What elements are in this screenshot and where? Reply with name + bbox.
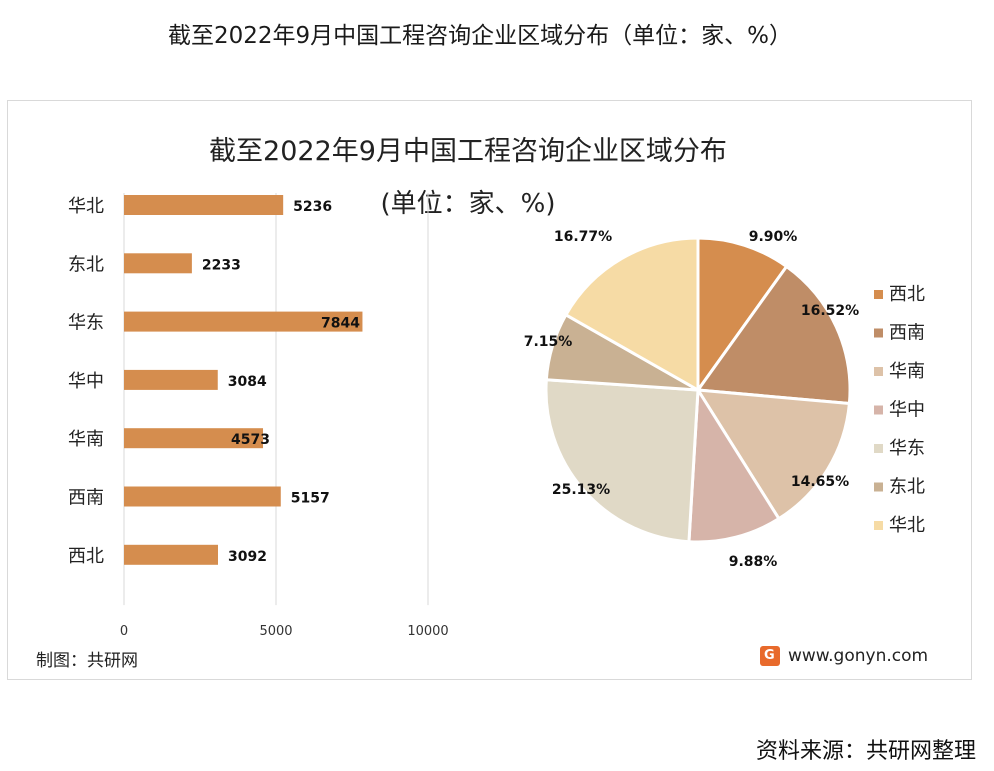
x-tick-label: 5000 [259,624,292,639]
data-label: 5236 [293,199,332,215]
category-label: 华南 [68,429,104,450]
pie-slice-label: 25.13% [552,482,610,498]
page-title: 截至2022年9月中国工程咨询企业区域分布（单位：家、%） [167,23,793,49]
pie-slice-label: 7.15% [524,334,573,350]
bar [124,544,218,565]
legend-swatch [874,328,883,338]
category-label: 西南 [68,488,104,509]
bar [124,428,264,449]
legend-label: 华中 [889,400,925,421]
category-label: 西北 [68,546,104,567]
category-label: 华东 [68,313,104,334]
gonyn-logo-icon [760,646,780,666]
legend-swatch [874,521,883,530]
legend-label: 华东 [889,438,925,459]
data-label: 2233 [202,257,241,273]
pie-slice-label: 9.90% [749,229,798,245]
category-label: 华北 [68,196,104,217]
legend-swatch [874,367,883,376]
chart-plot-area: 0 5000 10000 华北 5236 东北 2233 华东 7844 华中 3084 华南 4573… [68,193,925,639]
legend-swatch [874,444,883,453]
bar [124,486,281,507]
data-label: 3084 [228,374,267,390]
data-label: 4573 [231,432,270,448]
data-label: 3092 [228,549,267,565]
category-label: 东北 [68,254,104,275]
chart-title: 截至2022年9月中国工程咨询企业区域分布 [209,136,727,167]
pie-slice-label: 14.65% [791,474,849,490]
legend-label: 西北 [889,284,925,305]
x-tick-label: 10000 [407,624,448,639]
legend-swatch [874,482,883,492]
pie-slice-label: 9.88% [729,554,778,570]
bar [124,253,192,274]
legend-swatch [874,290,883,299]
pie-slice [696,236,789,395]
legend-label: 华南 [889,361,925,382]
pie-slice [695,264,852,406]
legend-label: 华北 [889,515,925,536]
chart-credit: 制图：共研网 [36,651,138,671]
data-label: 7844 [321,316,360,332]
legend-label: 东北 [889,477,925,498]
pie-slice [544,378,700,544]
legend-label: 西南 [889,323,925,344]
data-label: 5157 [291,491,330,507]
pie-slice-label: 16.77% [554,229,612,245]
site-url: www.gonyn.com [788,646,929,666]
pie-slice-label: 16.52% [801,303,859,319]
pie-slice [563,236,700,393]
legend-swatch [874,405,883,415]
data-source: 资料来源：共研网整理 [755,739,976,764]
category-label: 华中 [68,371,104,392]
pie-slice [695,388,852,521]
gonyn-logo-letter: G [764,648,775,663]
bar [124,311,363,332]
chart-subtitle: (单位：家、%) [380,189,556,219]
chart-frame: 截至2022年9月中国工程咨询企业区域分布 (单位：家、%) 0 5000 1000… [7,100,972,680]
pie-slice [687,385,781,544]
x-tick-label: 0 [120,624,128,639]
bar [124,195,284,215]
bar [124,369,218,390]
